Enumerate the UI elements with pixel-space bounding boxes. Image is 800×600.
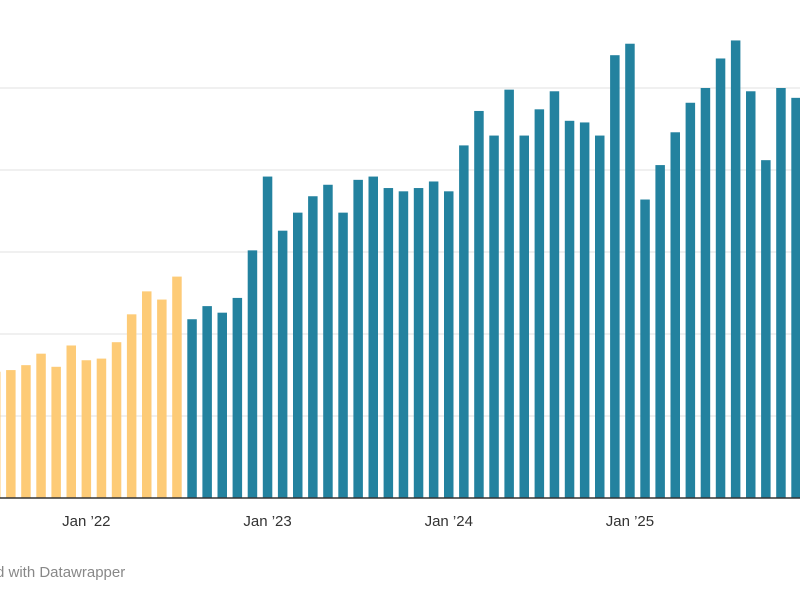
bar-2023-01 <box>262 176 273 498</box>
bar-2025-03 <box>655 165 665 498</box>
bar-2022-08 <box>187 319 197 498</box>
x-tick-label-3: Jan ’25 <box>606 513 654 530</box>
bar-2021-07 <box>0 371 1 498</box>
bar-2025-10 <box>761 160 771 498</box>
bar-2023-05 <box>323 184 333 498</box>
bar-2022-09 <box>202 306 212 498</box>
bar-2025-09 <box>746 91 756 498</box>
bar-2023-12 <box>428 181 439 499</box>
bar-2022-10 <box>217 312 227 498</box>
bar-2024-08 <box>549 91 560 498</box>
bar-2022-02 <box>96 358 107 498</box>
bar-2023-10 <box>398 191 409 498</box>
bar-2024-07 <box>534 109 545 498</box>
bar-2025-05 <box>685 102 696 498</box>
bar-2025-02 <box>640 199 650 498</box>
bar-2023-09 <box>383 188 394 499</box>
bar-2024-02 <box>459 145 469 498</box>
bar-2022-07 <box>172 276 182 498</box>
x-tick-label-2: Jan ’24 <box>425 513 473 530</box>
bar-2023-11 <box>413 188 424 499</box>
bar-2022-11 <box>232 297 243 498</box>
bar-2021-12 <box>66 345 76 498</box>
bar-2023-06 <box>338 212 348 498</box>
bar-2024-04 <box>489 135 499 498</box>
bar-2024-11 <box>595 135 605 498</box>
bar-2024-03 <box>474 110 484 499</box>
bars <box>0 40 800 499</box>
bar-2024-05 <box>504 89 514 498</box>
bar-2024-10 <box>579 122 590 498</box>
bar-2021-10 <box>36 353 46 498</box>
bar-2023-07 <box>353 179 363 498</box>
bar-2023-08 <box>368 176 378 498</box>
bar-2022-01 <box>81 360 92 498</box>
bar-2025-12 <box>791 97 800 498</box>
bar-2025-11 <box>776 88 786 498</box>
x-tick-label-1: Jan ’23 <box>243 513 291 530</box>
bar-2023-04 <box>308 196 318 499</box>
bar-2023-03 <box>293 212 303 498</box>
bar-2021-08 <box>6 370 16 498</box>
bar-2024-01 <box>444 191 454 498</box>
bar-2024-06 <box>519 135 529 498</box>
bar-2024-12 <box>610 55 620 498</box>
bar-2022-06 <box>157 299 167 498</box>
bar-2025-07 <box>715 58 726 498</box>
bar-2025-01 <box>625 43 635 498</box>
footer-credit: d with Datawrapper <box>0 564 126 581</box>
bar-2025-06 <box>700 88 711 498</box>
bar-2022-04 <box>126 314 137 498</box>
bar-2021-11 <box>51 366 61 498</box>
bar-2022-05 <box>142 291 152 498</box>
bar-2022-03 <box>111 342 122 498</box>
bar-2022-12 <box>247 250 258 498</box>
bar-2021-09 <box>21 365 31 498</box>
x-tick-label-0: Jan ’22 <box>62 513 110 530</box>
bar-2025-04 <box>670 132 680 498</box>
bar-2025-08 <box>730 40 741 498</box>
bar-2024-09 <box>564 120 575 499</box>
bar-2023-02 <box>277 230 288 498</box>
